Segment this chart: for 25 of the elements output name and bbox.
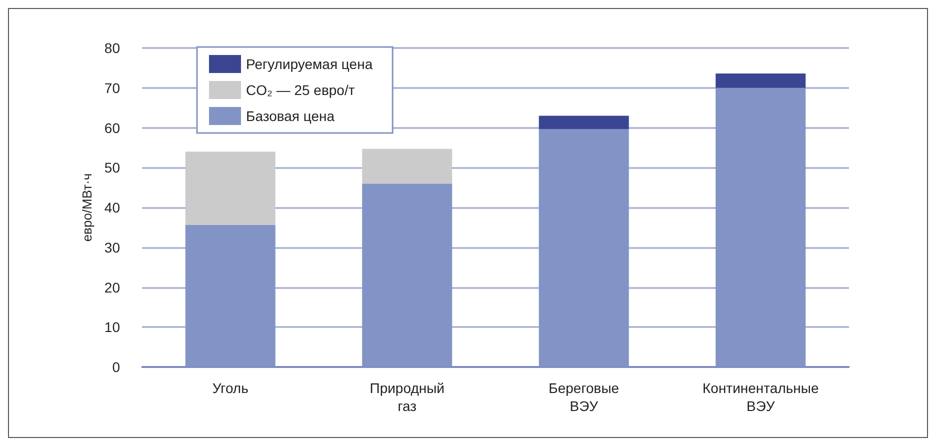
x-tick-label: Береговые ВЭУ bbox=[548, 380, 620, 414]
x-tick-label: Континентальные ВЭУ bbox=[702, 380, 819, 414]
y-tick-label: 40 bbox=[104, 200, 120, 216]
y-tick-label: 70 bbox=[104, 80, 120, 96]
bar bbox=[538, 116, 629, 129]
y-tick-label: 60 bbox=[104, 120, 120, 136]
bar bbox=[716, 88, 806, 367]
bar bbox=[362, 148, 452, 184]
y-tick-label: 50 bbox=[104, 160, 120, 176]
y-tick-label: 80 bbox=[104, 40, 120, 56]
bar bbox=[185, 225, 276, 367]
y-tick-label: 10 bbox=[104, 319, 120, 336]
bar bbox=[538, 128, 629, 367]
bar bbox=[716, 74, 806, 88]
legend-label: Регулируемая цена bbox=[246, 56, 373, 72]
x-tick-label: Уголь bbox=[212, 380, 248, 396]
y-tick-label: 20 bbox=[104, 279, 120, 296]
legend-label: Базовая цена bbox=[246, 108, 335, 124]
y-tick-label: 30 bbox=[104, 239, 120, 256]
bar bbox=[362, 184, 452, 367]
y-axis-title: евро/МВт·ч bbox=[80, 173, 95, 242]
bar bbox=[185, 152, 276, 226]
x-tick-label: Природный газ bbox=[370, 380, 444, 414]
y-tick-label: 0 bbox=[112, 359, 120, 375]
legend-label: CO₂ — 25 евро/т bbox=[246, 82, 356, 98]
